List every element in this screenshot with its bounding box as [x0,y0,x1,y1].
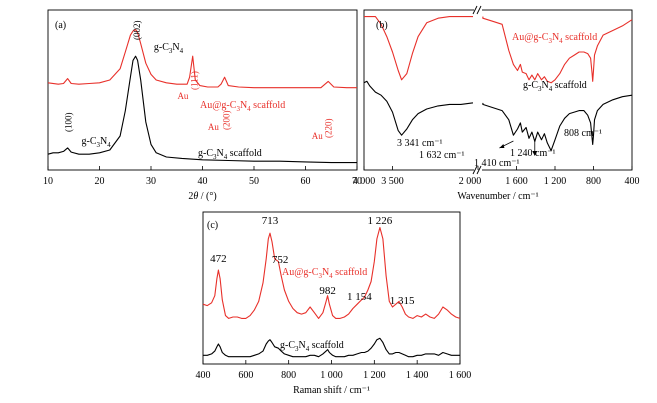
x-tick-label: 1 600 [449,370,472,381]
peak-index-label: (002) [132,21,142,41]
phase-label: g-C3N4 [154,42,184,55]
legend-label: Au@g-C3N4 scaffold [512,32,597,45]
x-tick-label: 30 [146,176,156,187]
axis-break-mark [476,165,482,175]
panel-label: (c) [207,220,218,231]
legend-label: Au@g-C3N4 scaffold [200,100,285,113]
x-tick-label: 400 [625,176,640,187]
series-line [47,29,357,89]
panel-b: 4 000 3 500 2 000 1 600 1 200 800 400 (b) Wavenu… [353,5,640,202]
x-tick-label: 600 [238,370,253,381]
x-tick-label: 2 000 [459,176,482,187]
x-tick-label: 400 [196,370,211,381]
panel-label: (a) [55,20,66,31]
peak-index-label: (100) [64,113,74,133]
peak-label: 1 154 [347,291,372,303]
phase-label: Au [177,91,188,101]
x-tick-label: 1 400 [406,370,429,381]
peak-index-label: (111) [189,71,199,90]
panel-c: 400 600 800 1 000 1 200 1 400 1 600 (c) Raman sh… [196,211,472,396]
x-tick-label: 60 [301,176,311,187]
peak-label: 1 240 cm⁻¹ [510,148,556,159]
peak-label: 752 [272,254,289,266]
peak-label: 472 [210,253,227,265]
series-line [364,16,473,81]
axis-break-mark [476,5,482,15]
x-tick-label: 4 000 [353,176,376,187]
peak-label: 1 632 cm⁻¹ [419,150,465,161]
x-tick-label: 1 200 [363,370,386,381]
legend-label: g-C3N4 scaffold [198,148,262,161]
x-tick-label: 20 [95,176,105,187]
axis-break-mark [472,5,478,15]
peak-label: 3 341 cm⁻¹ [397,138,443,149]
legend-label: g-C3N4 scaffold [280,340,344,353]
x-tick-label: 800 [586,176,601,187]
peak-label: 1 226 [368,215,393,227]
x-tick-label: 3 500 [381,176,404,187]
plot-frame [363,9,633,171]
legend-label: Au@g-C3N4 scaffold [282,267,367,280]
x-tick-label: 40 [198,176,208,187]
axis-break-mark [472,165,478,175]
series-line [482,16,633,84]
series-line [47,55,357,164]
series-line [482,94,633,152]
phase-label: Au [208,122,219,132]
peak-label: 1 315 [390,295,415,307]
legend-label: g-C3N4 scaffold [523,80,587,93]
x-tick-label: 50 [249,176,259,187]
x-tick-label: 1 200 [544,176,567,187]
x-tick-label: 1 000 [320,370,343,381]
axis-break-gap [474,7,482,13]
panel-label: (b) [376,20,388,31]
x-tick-label: 800 [281,370,296,381]
phase-label: Au [312,131,323,141]
panel-a: 10 20 30 40 50 60 70 (a) 2θ / (°) (100) g-C3N4 (002… [43,9,362,202]
x-axis-label: Raman shift / cm⁻¹ [293,385,370,396]
phase-label: g-C3N4 [82,136,112,149]
peak-arrow-head [532,151,538,156]
x-tick-label: 10 [43,176,53,187]
x-axis-label: Wavenumber / cm⁻¹ [457,191,538,202]
peak-label: 1 410 cm⁻¹ [474,158,520,169]
peak-index-label: (220) [324,119,334,139]
peak-label: 982 [319,285,336,297]
series-line [363,80,473,136]
x-axis-label: 2θ / (°) [188,191,216,202]
series-line [203,337,460,358]
peak-label: 808 cm⁻¹ [564,128,602,139]
peak-index-label: (200) [222,111,232,131]
x-tick-label: 1 600 [505,176,528,187]
x-tick-label: 70 [352,176,362,187]
peak-label: 713 [262,215,279,227]
series-line [202,226,461,319]
peak-arrow-head [499,144,505,148]
